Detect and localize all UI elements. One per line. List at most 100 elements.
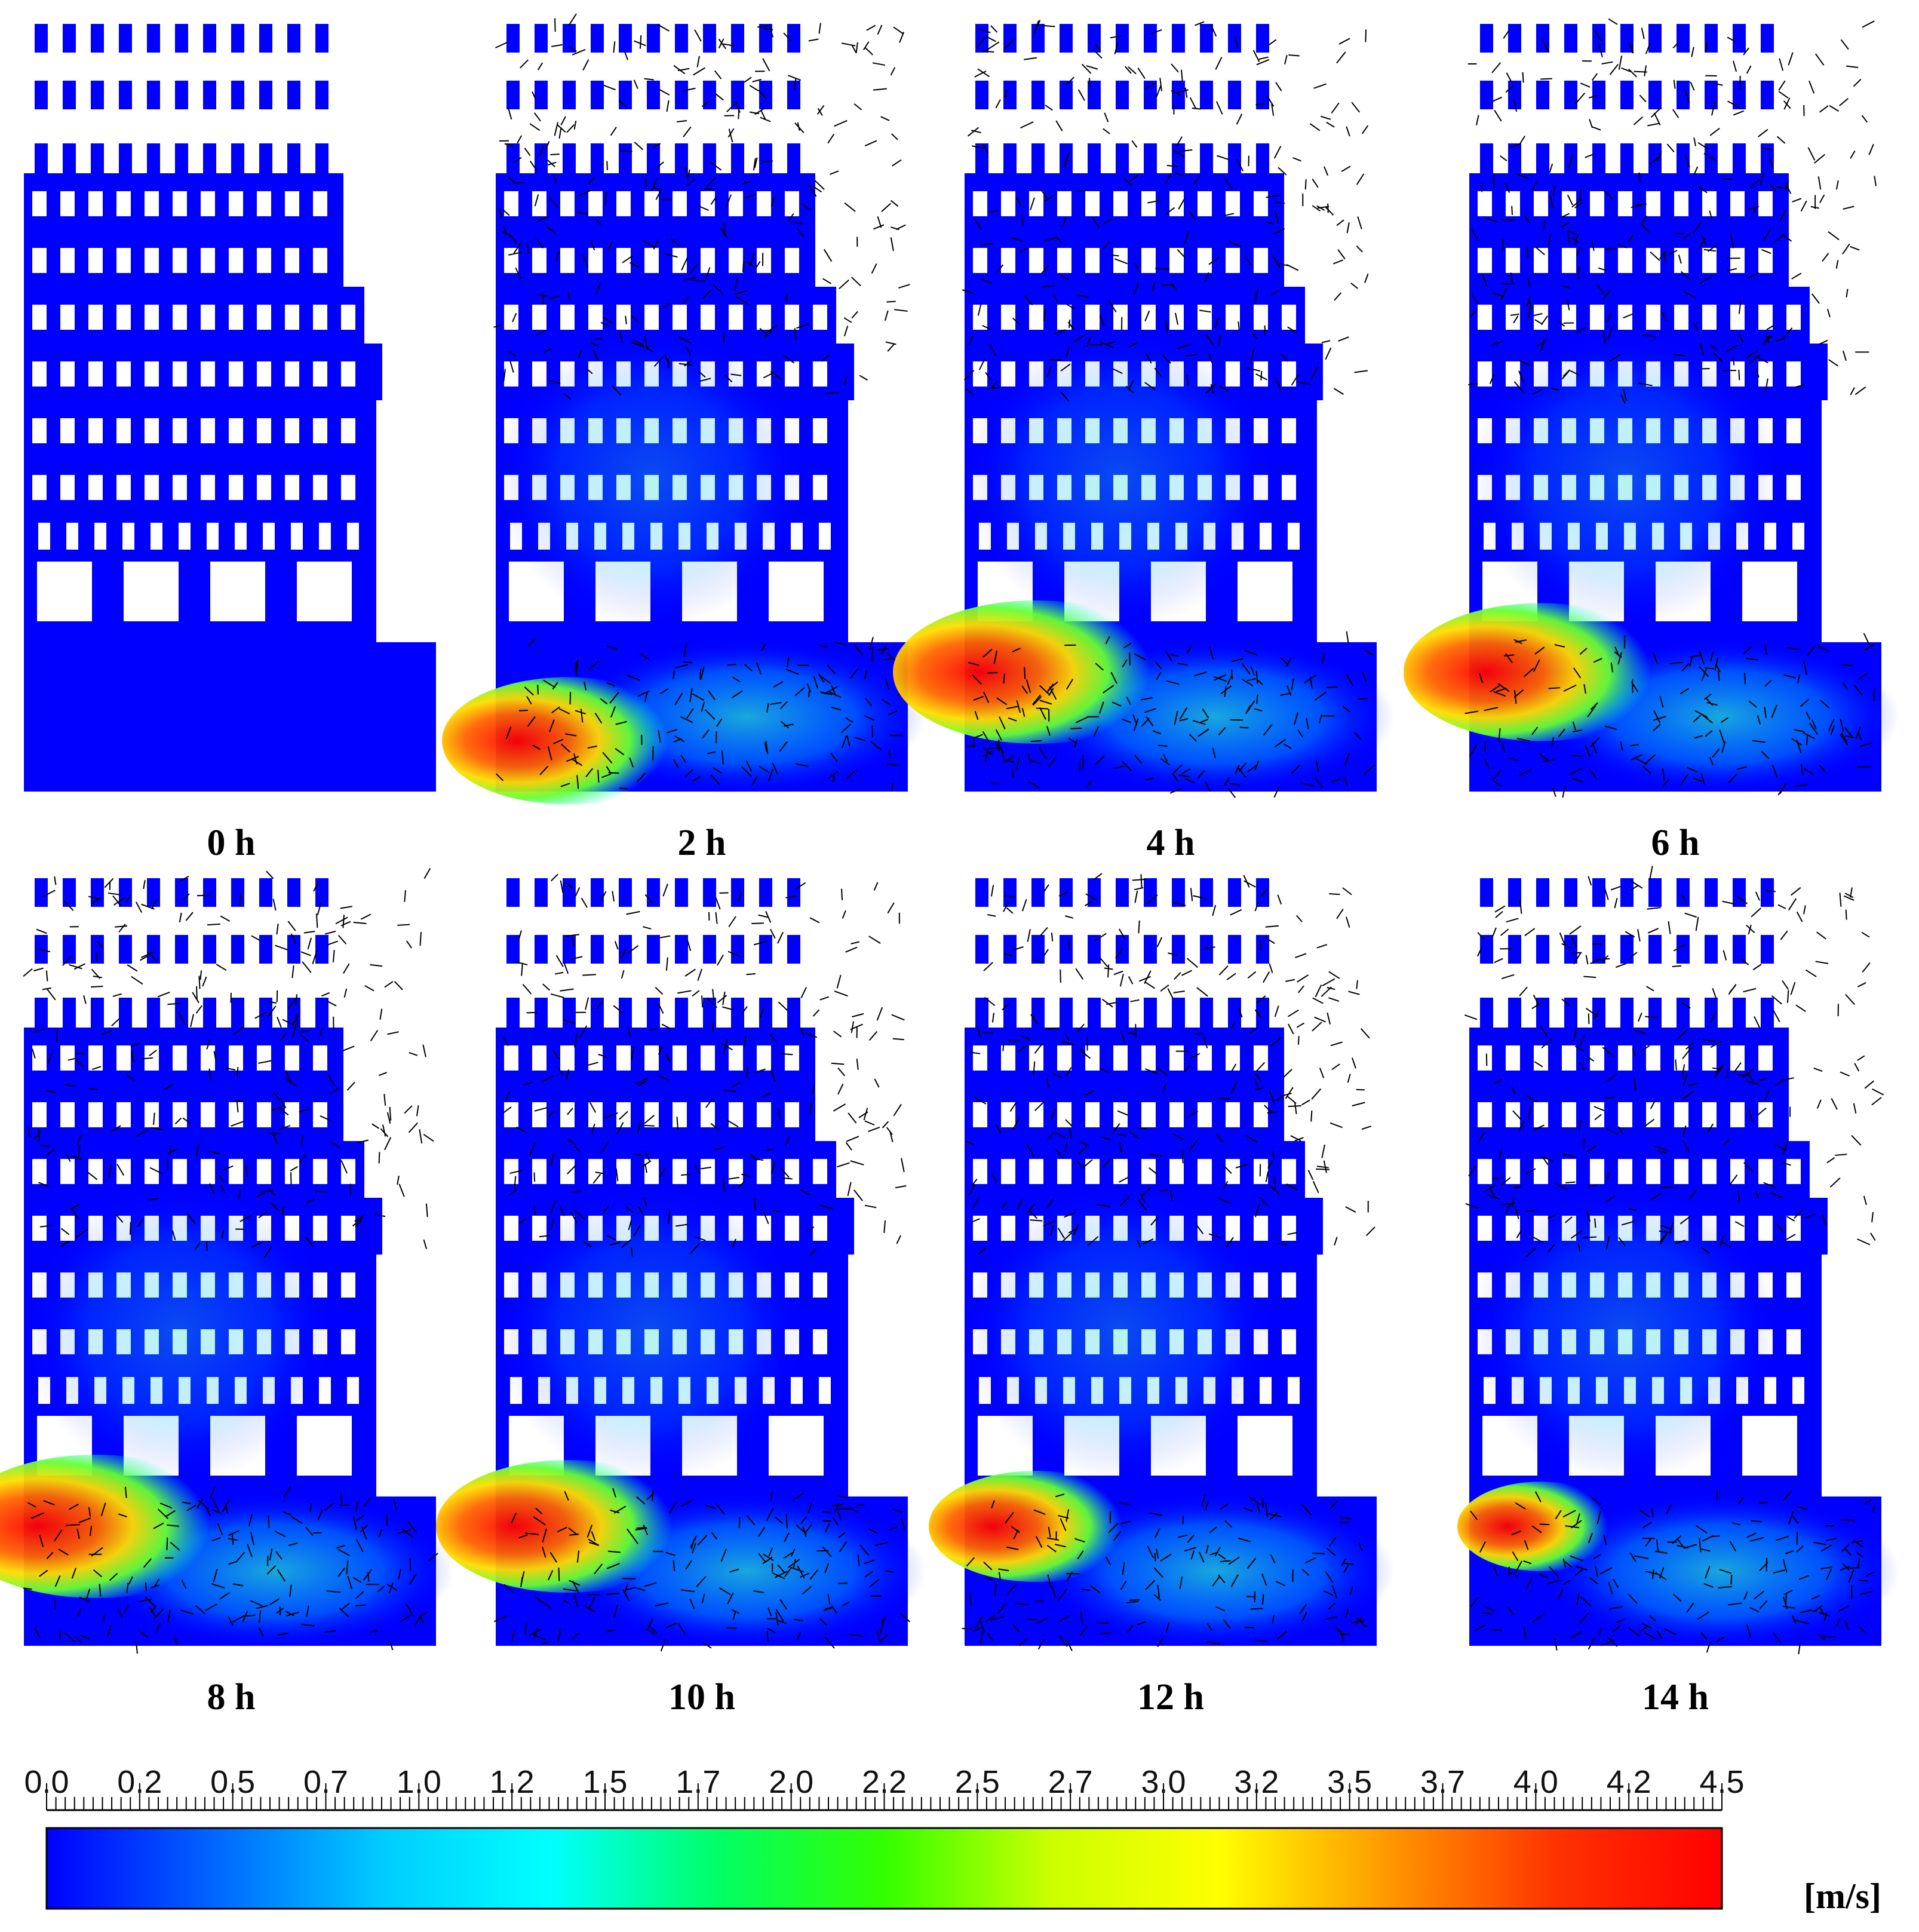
velocity-vector: [1346, 1207, 1356, 1212]
velocity-vector: [1616, 964, 1626, 967]
velocity-vector: [872, 263, 877, 273]
velocity-vector: [23, 969, 32, 977]
velocity-vector: [1862, 933, 1869, 937]
velocity-vector: [1352, 1102, 1365, 1106]
velocity-vector: [1846, 910, 1847, 920]
velocity-vector: [1494, 111, 1502, 121]
velocity-vector: [1329, 971, 1340, 979]
velocity-vector: [200, 970, 201, 980]
velocity-vector: [1751, 908, 1761, 917]
velocity-vector: [1857, 1056, 1865, 1060]
velocity-vector: [1493, 1178, 1504, 1179]
velocity-vector: [1580, 83, 1590, 87]
velocity-vector: [655, 988, 662, 995]
velocity-vector: [302, 962, 311, 973]
velocity-vector: [892, 1015, 904, 1020]
velocity-vector: [1219, 966, 1228, 975]
velocity-vector: [424, 869, 430, 879]
colorbar-tick-label: 1.5: [569, 1764, 641, 1801]
velocity-vector: [874, 1079, 879, 1087]
velocity-vector: [1015, 1603, 1028, 1604]
velocity-vector: [340, 906, 352, 908]
velocity-vector: [1779, 91, 1788, 98]
flow-haze: [496, 329, 806, 627]
velocity-vector: [395, 982, 403, 990]
velocity-vector: [1638, 1013, 1642, 1021]
velocity-vector: [1138, 68, 1145, 79]
velocity-vector: [850, 1161, 864, 1165]
velocity-vector: [551, 994, 564, 998]
velocity-vector: [523, 985, 531, 994]
velocity-vector: [1837, 180, 1838, 189]
velocity-vector: [1711, 1536, 1720, 1537]
velocity-vector: [1312, 1022, 1322, 1031]
velocity-vector: [1501, 929, 1509, 936]
velocity-vector: [1326, 207, 1334, 216]
velocity-vector: [1829, 106, 1838, 111]
velocity-vector: [1288, 1024, 1294, 1034]
velocity-vector: [76, 1053, 84, 1054]
velocity-vector: [1269, 964, 1272, 973]
velocity-vector: [1248, 972, 1255, 979]
velocity-vector: [1644, 66, 1646, 76]
velocity-jet: [1404, 603, 1678, 741]
velocity-vector: [845, 326, 848, 336]
velocity-vector: [852, 1022, 853, 1033]
velocity-vector: [1218, 1098, 1232, 1099]
velocity-vector: [659, 89, 670, 95]
velocity-vector: [1667, 144, 1674, 152]
velocity-vector: [1493, 928, 1496, 936]
velocity-vector: [1588, 876, 1591, 885]
velocity-vector: [1855, 387, 1865, 395]
velocity-vector: [268, 1516, 269, 1528]
velocity-vector: [371, 1031, 378, 1041]
colorbar-tick-label: 3.5: [1314, 1764, 1386, 1801]
velocity-vector: [1024, 58, 1037, 60]
velocity-vector: [1804, 906, 1806, 914]
velocity-vector: [1809, 148, 1815, 160]
velocity-vector: [1246, 1596, 1255, 1597]
velocity-vector: [1244, 881, 1256, 887]
velocity-vector: [1328, 998, 1339, 1001]
velocity-vector: [534, 1172, 535, 1181]
velocity-vector: [987, 42, 999, 50]
colorbar-tick-label: 4.5: [1686, 1764, 1758, 1801]
velocity-vector: [1780, 931, 1787, 940]
velocity-vector: [1854, 1103, 1856, 1114]
flow-haze: [24, 1183, 334, 1482]
velocity-vector: [1356, 980, 1358, 989]
velocity-vector: [844, 318, 852, 323]
velocity-vector: [1843, 206, 1854, 209]
velocity-vector: [1297, 1023, 1304, 1027]
velocity-vector: [698, 56, 699, 68]
panel-label: 4 h: [1051, 824, 1290, 861]
velocity-vector: [1086, 66, 1098, 69]
velocity-vector: [1828, 309, 1830, 317]
colorbar-tick-label: 0.7: [290, 1764, 362, 1801]
velocity-vector: [1747, 66, 1751, 73]
velocity-vector: [1346, 127, 1349, 136]
velocity-vector: [685, 969, 695, 976]
velocity-vector: [1348, 1074, 1350, 1083]
velocity-vector: [1114, 971, 1123, 975]
velocity-vector: [1773, 1010, 1780, 1022]
velocity-vector: [1351, 283, 1358, 289]
velocity-vector: [1672, 966, 1681, 967]
velocity-vector: [716, 897, 720, 909]
velocity-vector: [886, 342, 896, 344]
velocity-vector: [304, 931, 315, 933]
velocity-vector: [693, 68, 705, 75]
velocity-vector: [530, 124, 539, 130]
velocity-vector: [1496, 912, 1503, 918]
velocity-vector: [1727, 1070, 1728, 1078]
velocity-vector: [535, 113, 541, 121]
velocity-vector: [1135, 891, 1137, 903]
velocity-vector: [823, 279, 831, 284]
velocity-vector: [1297, 975, 1309, 982]
velocity-vector: [560, 989, 573, 991]
velocity-vector: [830, 171, 838, 174]
velocity-vector: [1729, 985, 1736, 995]
velocity-vector: [640, 35, 641, 49]
panel-3: [1404, 19, 1899, 798]
panel-0: [24, 24, 436, 792]
